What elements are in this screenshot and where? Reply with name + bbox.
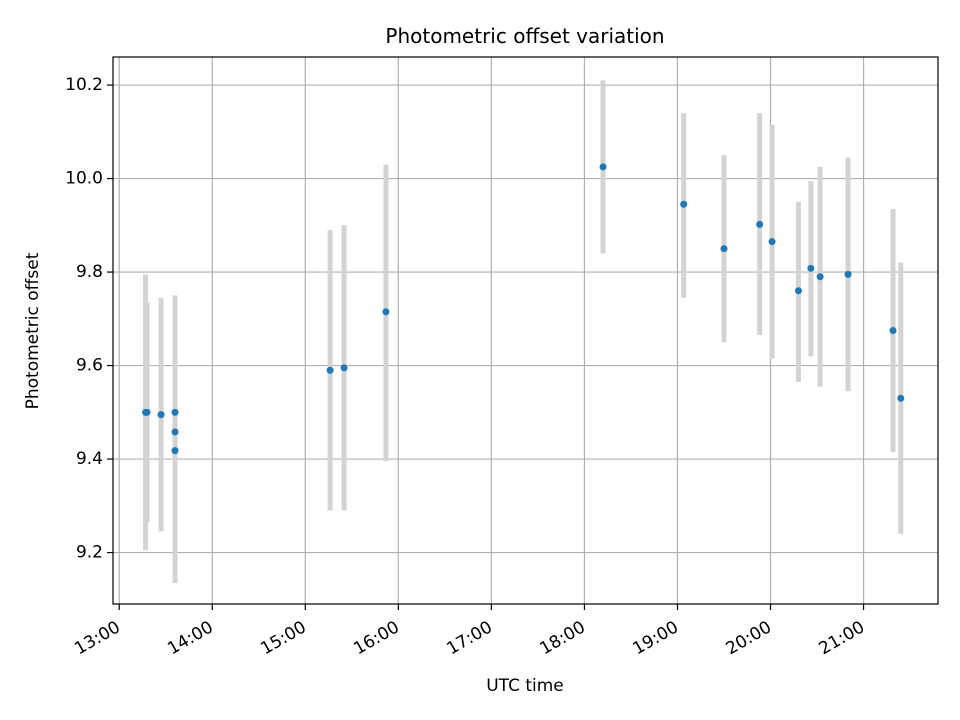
x-tick-label: 18:00	[536, 617, 588, 659]
data-point	[768, 238, 776, 246]
data-point	[807, 264, 815, 272]
data-point	[326, 366, 334, 374]
chart-title: Photometric offset variation	[385, 24, 664, 48]
data-point	[889, 327, 897, 334]
data-point	[816, 273, 824, 281]
data-points	[142, 163, 905, 455]
grid	[113, 57, 938, 604]
x-tick-label: 13:00	[71, 617, 123, 659]
data-point	[382, 308, 390, 316]
data-point	[897, 394, 905, 402]
x-tick-label: 14:00	[164, 617, 216, 659]
data-point	[171, 447, 179, 455]
data-point	[599, 163, 607, 171]
data-point	[794, 287, 802, 295]
data-point	[844, 270, 852, 278]
x-tick-label: 16:00	[350, 617, 402, 659]
x-tick-label: 17:00	[443, 617, 495, 659]
x-tick-label: 19:00	[630, 617, 682, 659]
y-tick-label: 9.8	[76, 262, 103, 282]
data-point	[157, 411, 165, 419]
data-point	[171, 408, 179, 416]
y-tick-label: 9.6	[76, 356, 103, 376]
x-axis-label: UTC time	[486, 676, 564, 696]
data-point	[171, 428, 179, 436]
x-tick-label: 15:00	[257, 617, 309, 659]
error-bars	[143, 80, 904, 583]
y-tick-label: 10.0	[65, 169, 103, 189]
y-axis-ticks: 9.2 9.4 9.6 9.8 10.0 10.2	[65, 75, 113, 563]
data-point	[680, 200, 688, 208]
x-axis-ticks: 13:00 14:00 15:00 16:00 17:00 18:00 19:00 20:00…	[71, 604, 868, 659]
data-point	[720, 245, 728, 253]
x-tick-label: 21:00	[816, 617, 868, 659]
plot-frame	[112, 56, 939, 605]
data-point	[143, 408, 151, 416]
x-tick-label: 20:00	[723, 617, 775, 659]
y-tick-label: 9.2	[76, 543, 103, 563]
y-tick-label: 10.2	[65, 75, 103, 95]
y-tick-label: 9.4	[76, 449, 103, 469]
data-point	[340, 364, 348, 372]
data-point	[756, 220, 764, 228]
y-axis-label: Photometric offset	[23, 252, 43, 409]
